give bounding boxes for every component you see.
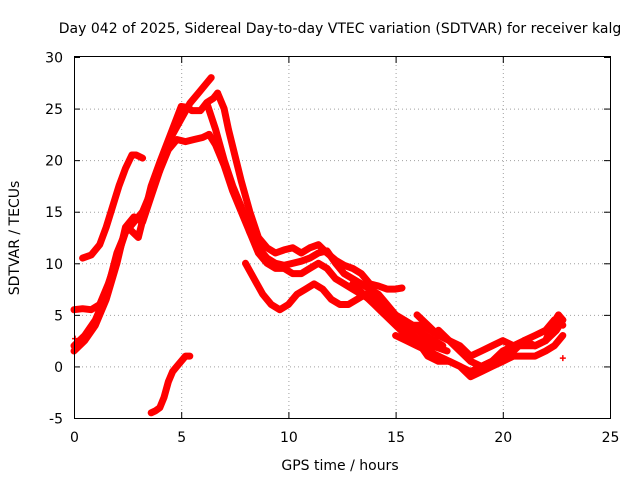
x-tick-label: 10 bbox=[280, 430, 298, 446]
series-track-8 bbox=[242, 259, 447, 350]
isolated-point bbox=[559, 355, 566, 362]
series-track-1 bbox=[79, 151, 147, 262]
y-tick-label: -5 bbox=[49, 412, 63, 428]
y-tick-label: 15 bbox=[45, 205, 63, 221]
x-axis-label: GPS time / hours bbox=[281, 458, 398, 474]
y-tick-label: 5 bbox=[54, 308, 63, 324]
x-tick-label: 0 bbox=[70, 430, 79, 446]
y-tick-label: 10 bbox=[45, 257, 63, 273]
series-track-6 bbox=[205, 130, 442, 339]
data-layer bbox=[70, 74, 567, 417]
plot-frame bbox=[74, 56, 611, 419]
series-track-4 bbox=[70, 130, 213, 355]
x-tick-label: 25 bbox=[602, 430, 620, 446]
y-tick-label: 0 bbox=[54, 360, 63, 376]
y-tick-label: 25 bbox=[45, 102, 63, 118]
x-tick-label: 5 bbox=[177, 430, 186, 446]
chart-title: Day 042 of 2025, Sidereal Day-to-day VTE… bbox=[59, 21, 621, 37]
x-tick-label: 15 bbox=[387, 430, 405, 446]
series-track-7 bbox=[203, 99, 451, 355]
series-track-12 bbox=[435, 316, 567, 370]
grid-layer bbox=[74, 57, 610, 418]
series-track-10 bbox=[392, 332, 567, 381]
series-track-13 bbox=[147, 352, 194, 417]
y-tick-label: 30 bbox=[45, 51, 63, 67]
isolated-point bbox=[72, 335, 79, 342]
y-axis-label: SDTVAR / TECUs bbox=[7, 181, 23, 296]
series-track-5 bbox=[214, 89, 406, 293]
axis-layer: 0 5 10 15 20 25 -5 0 5 10 15 20 25 30 bbox=[45, 51, 619, 447]
y-tick-label: 20 bbox=[45, 154, 63, 170]
x-tick-label: 20 bbox=[494, 430, 512, 446]
